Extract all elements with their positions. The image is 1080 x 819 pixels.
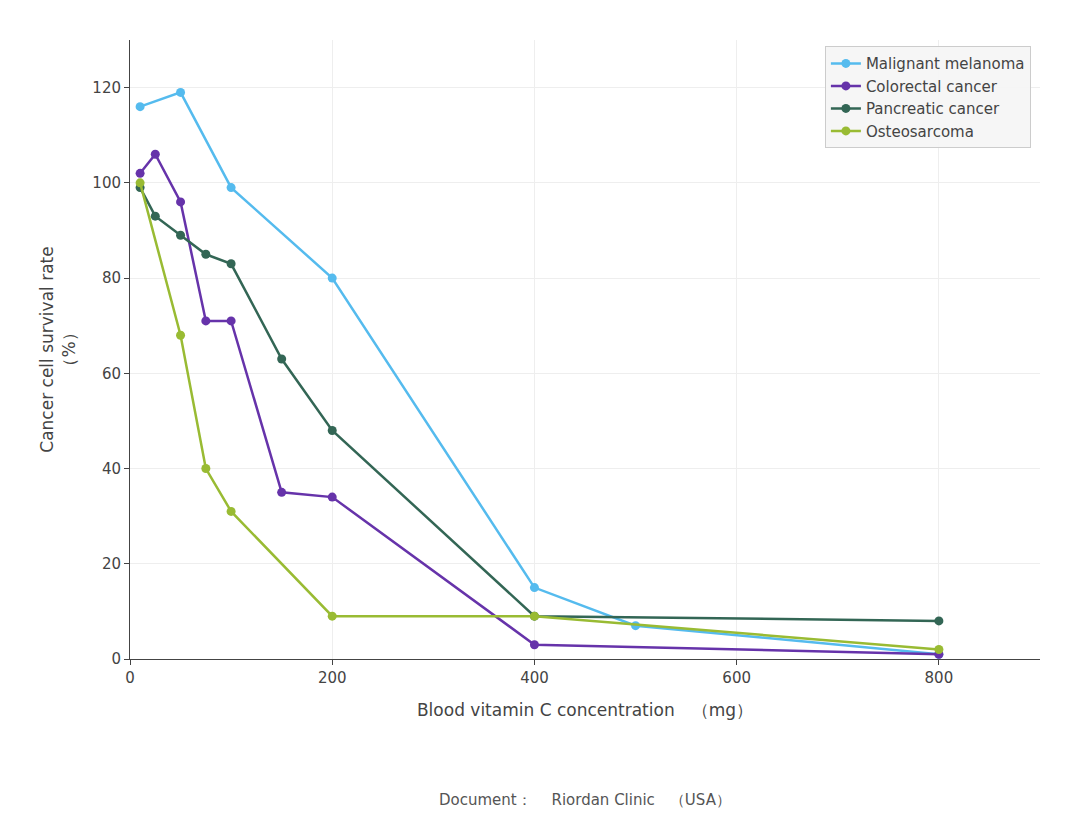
svg-text:Blood vitamin C concentration: Blood vitamin C concentration （mg）	[417, 700, 753, 720]
svg-text:0: 0	[125, 669, 135, 687]
svg-text:100: 100	[92, 174, 121, 192]
svg-text:40: 40	[102, 460, 121, 478]
svg-text:Pancreatic cancer: Pancreatic cancer	[866, 100, 1000, 118]
svg-text:80: 80	[102, 269, 121, 287]
svg-text:600: 600	[722, 669, 751, 687]
svg-text:Document： Riordan Clinic （USA: Document： Riordan Clinic （USA）	[439, 791, 731, 809]
svg-text:20: 20	[102, 555, 121, 573]
svg-text:800: 800	[925, 669, 954, 687]
svg-text:Malignant melanoma: Malignant melanoma	[866, 55, 1025, 73]
svg-text:Osteosarcoma: Osteosarcoma	[866, 123, 974, 141]
svg-text:120: 120	[92, 79, 121, 97]
svg-text:60: 60	[102, 365, 121, 383]
svg-text:Cancer cell survival rate（%）: Cancer cell survival rate（%）	[37, 246, 79, 452]
svg-text:0: 0	[111, 650, 121, 668]
svg-text:400: 400	[520, 669, 549, 687]
svg-text:200: 200	[318, 669, 347, 687]
svg-text:Colorectal cancer: Colorectal cancer	[866, 78, 998, 96]
